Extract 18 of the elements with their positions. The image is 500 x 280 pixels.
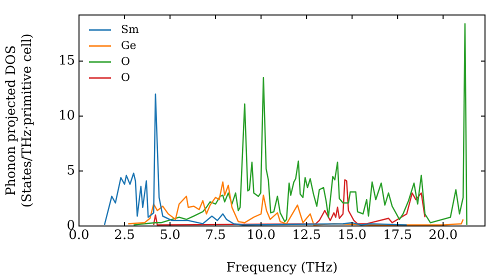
x-tick-label: 15.0 (338, 228, 367, 244)
y-axis-title: Phonon projected DOS (States/THz·primitive cell) (4, 33, 35, 208)
x-tick-label: 2.5 (114, 228, 135, 244)
x-tick-label: 0.0 (68, 228, 90, 244)
legend-label: O (121, 54, 130, 68)
x-tick-label: 5.0 (160, 228, 180, 244)
legend-label: Ge (121, 38, 136, 52)
y-tick-label: 10 (58, 108, 75, 124)
legend-label: O (121, 70, 130, 84)
y-tick-label: 15 (58, 54, 75, 69)
x-tick-label: 12.5 (292, 228, 322, 244)
legend-label: Sm (121, 22, 140, 36)
x-axis-title: Frequency (THz) (226, 260, 338, 276)
x-tick-label: 20.0 (428, 228, 458, 244)
x-tick-label: 7.5 (205, 228, 226, 244)
y-tick-label: 5 (66, 163, 75, 178)
x-tick-label: 10.0 (246, 228, 276, 244)
x-tick-label: 17.5 (383, 228, 412, 244)
